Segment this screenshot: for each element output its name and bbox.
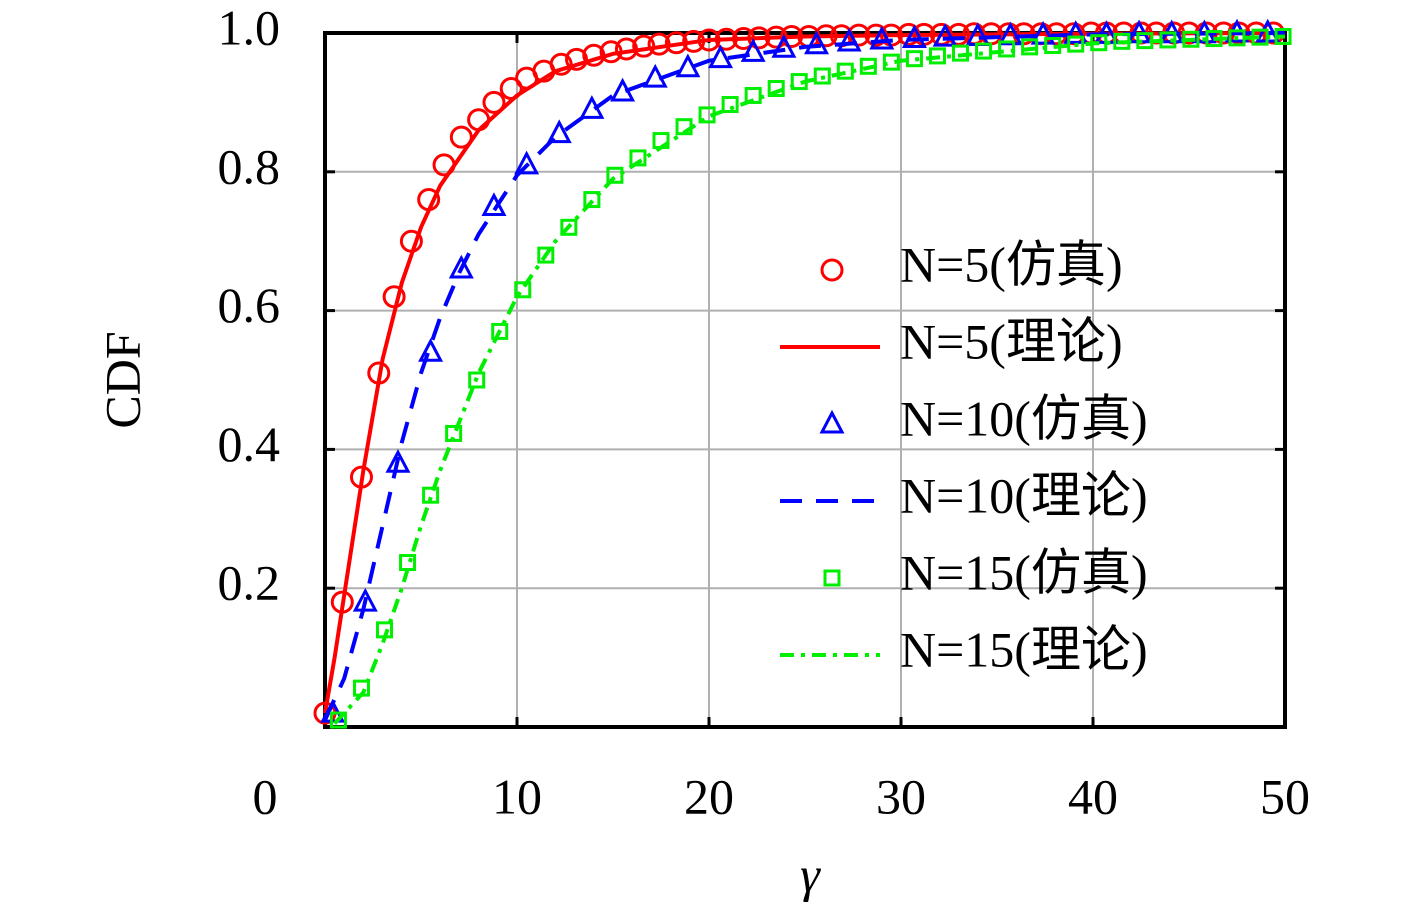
legend-label: N=5(仿真) xyxy=(900,236,1123,292)
marker xyxy=(546,119,572,144)
marker xyxy=(813,67,831,85)
legend-label: N=15(理论) xyxy=(900,621,1148,677)
legend-label: N=10(理论) xyxy=(900,467,1148,523)
marker xyxy=(1067,35,1085,53)
y-tick-label: 0.4 xyxy=(218,416,281,472)
marker xyxy=(468,371,486,389)
series-line xyxy=(333,34,1286,725)
marker xyxy=(491,322,509,340)
marker xyxy=(560,218,578,236)
marker xyxy=(399,554,417,572)
y-tick-label: 0.2 xyxy=(218,555,281,611)
marker xyxy=(804,30,830,55)
y-tick-label: 0.8 xyxy=(218,138,281,194)
marker xyxy=(514,150,540,175)
marker xyxy=(905,50,923,68)
marker xyxy=(1030,20,1056,45)
y-tick-label: 0.6 xyxy=(218,277,281,333)
x-tick-label: 0 xyxy=(253,768,278,824)
marker xyxy=(836,27,862,52)
legend-label: N=10(仿真) xyxy=(900,390,1148,446)
marker xyxy=(901,24,927,49)
marker xyxy=(675,53,701,78)
marker xyxy=(932,22,958,47)
marker xyxy=(422,486,440,504)
y-axis-label: CDF xyxy=(94,331,150,428)
marker xyxy=(869,25,895,50)
marker xyxy=(482,90,506,114)
x-tick-label: 20 xyxy=(684,768,734,824)
marker xyxy=(721,95,739,113)
marker xyxy=(1274,27,1292,45)
marker xyxy=(1021,38,1039,56)
x-tick-label: 40 xyxy=(1068,768,1118,824)
marker xyxy=(537,246,555,264)
marker xyxy=(583,191,601,209)
x-tick-label: 50 xyxy=(1260,768,1310,824)
series-line xyxy=(323,31,1286,721)
marker xyxy=(418,338,444,362)
marker xyxy=(708,44,734,69)
marker xyxy=(448,254,474,279)
marker xyxy=(549,52,573,76)
legend-label: N=5(理论) xyxy=(900,313,1123,369)
y-tick-label: 1.0 xyxy=(218,0,281,55)
x-axis-label: γ xyxy=(800,846,821,902)
marker xyxy=(352,587,378,612)
x-tick-label: 10 xyxy=(492,768,542,824)
marker xyxy=(449,125,473,149)
legend: N=5(仿真) N=5(理论) N=10(仿真) N=10(理论) N=15(仿真) N=… xyxy=(780,236,1148,677)
marker xyxy=(823,569,841,587)
marker xyxy=(565,47,589,71)
legend-label: N=15(仿真) xyxy=(900,544,1148,600)
plot-frame xyxy=(323,31,1287,729)
marker xyxy=(467,108,491,132)
marker xyxy=(1063,20,1089,44)
marker xyxy=(836,62,854,80)
marker xyxy=(819,409,845,434)
marker xyxy=(771,34,797,58)
marker xyxy=(740,38,766,62)
marker xyxy=(329,711,347,729)
marker xyxy=(1228,29,1246,47)
marker xyxy=(975,42,993,60)
marker xyxy=(744,86,762,104)
marker xyxy=(514,281,532,299)
marker xyxy=(997,21,1023,46)
x-tick-label: 30 xyxy=(876,768,926,824)
marker xyxy=(385,449,411,473)
marker xyxy=(629,149,647,167)
series-line xyxy=(323,31,1286,714)
marker xyxy=(928,47,946,65)
marker xyxy=(820,258,844,282)
